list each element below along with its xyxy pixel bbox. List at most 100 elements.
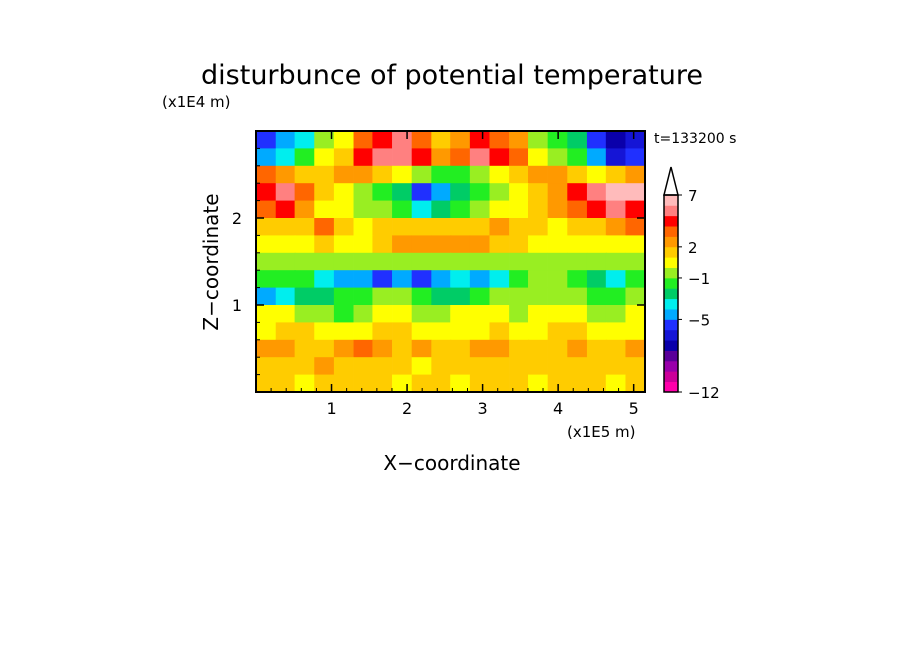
colorbar-swatch [664, 360, 678, 372]
heatmap-cell [567, 305, 588, 323]
heatmap-cell [392, 218, 413, 236]
heatmap-cell [392, 131, 413, 149]
heatmap-cell [392, 305, 413, 323]
heatmap-cell [275, 374, 296, 393]
heatmap-cell [275, 200, 296, 219]
heatmap-cell [372, 305, 393, 323]
heatmap-cell [294, 322, 315, 341]
colorbar-swatch [664, 215, 678, 227]
heatmap-cell [586, 165, 607, 184]
heatmap-cell [392, 339, 413, 358]
heatmap-cell [294, 287, 315, 306]
heatmap-cell [509, 165, 530, 184]
heatmap-cell [294, 235, 315, 254]
x-tick-label: 3 [478, 399, 488, 418]
heatmap-cell [586, 305, 607, 323]
heatmap-cell [489, 183, 510, 202]
heatmap-cell [431, 252, 452, 271]
heatmap-cell [469, 131, 490, 149]
heatmap-cell [392, 165, 413, 184]
colorbar-swatch [664, 236, 678, 248]
heatmap-cell [625, 183, 646, 202]
heatmap-cell [353, 165, 374, 184]
colorbar-swatch [664, 340, 678, 351]
heatmap-cell [489, 148, 510, 167]
heatmap-cell [256, 305, 277, 323]
heatmap-cell [567, 183, 588, 202]
heatmap-cell [353, 287, 374, 306]
heatmap-cell [411, 322, 432, 341]
heatmap-cell [528, 322, 548, 341]
heatmap-cell [509, 270, 530, 289]
heatmap-cell [605, 339, 626, 358]
heatmap-cell [586, 270, 607, 289]
heatmap-cell [586, 148, 607, 167]
heatmap-cell [547, 165, 568, 184]
heatmap-cell [625, 165, 646, 184]
heatmap-cell [256, 165, 277, 184]
heatmap-cell [567, 252, 588, 271]
colorbar-label: 2 [688, 239, 698, 257]
heatmap-cell [294, 183, 315, 202]
heatmap-cell [605, 183, 626, 202]
heatmap-cell [431, 165, 452, 184]
heatmap-cell [489, 252, 510, 271]
heatmap-cell [294, 252, 315, 271]
heatmap-cell [547, 131, 568, 149]
heatmap-cell [256, 183, 277, 202]
heatmap-cell [314, 183, 335, 202]
colorbar-swatch [664, 195, 678, 206]
heatmap-cell [567, 322, 588, 341]
heatmap-cell [509, 148, 530, 167]
y-tick-label: 2 [232, 209, 242, 228]
heatmap-cell [333, 200, 354, 219]
colorbar-swatch [664, 319, 678, 331]
colorbar-swatch [664, 205, 678, 217]
heatmap-cell [450, 165, 471, 184]
heatmap-cell [333, 305, 354, 323]
heatmap-cell [392, 200, 413, 219]
heatmap-cell [469, 148, 490, 167]
heatmap-cell [509, 305, 530, 323]
heatmap-cell [605, 200, 626, 219]
heatmap-cell [586, 287, 607, 306]
heatmap-cell [372, 252, 393, 271]
heatmap-cell [450, 235, 471, 254]
heatmap-cell [256, 339, 277, 358]
heatmap-cell [411, 357, 432, 376]
heatmap-cell [275, 339, 296, 358]
heatmap-cell [392, 148, 413, 167]
heatmap-cell [469, 322, 490, 341]
heatmap-cell [489, 322, 510, 341]
heatmap-cell [372, 200, 393, 219]
heatmap-cell [256, 200, 277, 219]
heatmap-cell [392, 287, 413, 306]
x-unit-label: (x1E5 m) [567, 423, 636, 441]
heatmap-cell [586, 357, 607, 376]
heatmap-cell [469, 218, 490, 236]
heatmap-cell [431, 218, 452, 236]
chart-title: disturbunce of potential temperature [201, 60, 703, 91]
colorbar: −12−5−127 [663, 166, 720, 402]
colorbar-swatch [664, 277, 678, 289]
heatmap-cell [450, 148, 471, 167]
heatmap-cell [528, 305, 548, 323]
heatmap-cell [450, 287, 471, 306]
heatmap-cell [314, 148, 335, 167]
heatmap-cell [333, 131, 354, 149]
heatmap-cell [528, 287, 548, 306]
heatmap-cell [431, 287, 452, 306]
heatmap-cell [567, 200, 588, 219]
heatmap-cell [294, 218, 315, 236]
colorbar-swatch [664, 257, 678, 268]
heatmap-cell [314, 357, 335, 376]
heatmap-cell [294, 131, 315, 149]
heatmap-cell [469, 339, 490, 358]
heatmap-cell [469, 165, 490, 184]
heatmap-cell [625, 218, 646, 236]
heatmap-cell [469, 235, 490, 254]
heatmap-cell [625, 252, 646, 271]
heatmap-cell [333, 270, 354, 289]
heatmap-cell [450, 131, 471, 149]
